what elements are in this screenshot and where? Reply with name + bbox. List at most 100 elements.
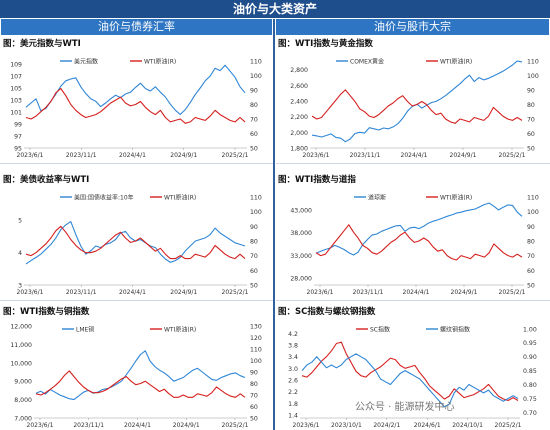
series-line bbox=[315, 224, 523, 261]
x-tick-label: 2023/6/1 bbox=[27, 422, 54, 429]
left-tick-label: 99 bbox=[14, 122, 22, 129]
x-tick-label: 2024/6/1 bbox=[414, 422, 441, 429]
x-tick-label: 2025/2/1 bbox=[499, 289, 526, 296]
left-tick-label: 2.6 bbox=[288, 378, 298, 385]
legend-label: SC指数 bbox=[370, 326, 390, 334]
x-tick-label: 2023/11/1 bbox=[73, 422, 104, 429]
right-tick-label: 80 bbox=[250, 238, 258, 245]
x-tick-label: 2024/4/1 bbox=[401, 152, 428, 159]
legend-label: 螺纹钢指数 bbox=[440, 326, 470, 334]
right-tick-label: 70 bbox=[250, 253, 258, 260]
chart-title-bond: 图：美债收益率与WTI bbox=[3, 175, 90, 185]
right-tick-label: 50 bbox=[250, 283, 258, 290]
right-tick-label: 1.00 bbox=[523, 326, 537, 333]
right-tick-label: 130 bbox=[250, 324, 262, 331]
x-tick-label: 2024/4/1 bbox=[403, 289, 430, 296]
left-tick-label: 38,000 bbox=[290, 230, 312, 237]
panel-divider bbox=[0, 300, 273, 301]
legend-label: WTI原油(R) bbox=[164, 194, 196, 202]
series-line bbox=[301, 341, 519, 402]
panel-divider bbox=[276, 300, 550, 301]
left-tick-label: 9,000 bbox=[14, 379, 32, 386]
x-tick-label: 2023/6/1 bbox=[303, 152, 330, 159]
series-line bbox=[311, 89, 523, 124]
right-tick-label: 100 bbox=[250, 358, 262, 365]
chart-title-usd: 图：美元指数与WTI bbox=[3, 39, 81, 49]
left-tick-label: 2,800 bbox=[290, 67, 308, 74]
left-tick-label: 97 bbox=[14, 134, 22, 141]
chart-title-dow: 图：WTI指数与道指 bbox=[278, 175, 356, 185]
right-tick-label: 90 bbox=[250, 87, 258, 94]
left-tick-label: 7,000 bbox=[14, 416, 32, 423]
right-tick-label: 120 bbox=[250, 335, 262, 342]
page-title: 油价与大类资产 bbox=[0, 0, 550, 18]
x-tick-label: 2023/6/1 bbox=[17, 152, 44, 159]
left-tick-label: 101 bbox=[10, 110, 22, 117]
left-tick-label: 1,800 bbox=[290, 146, 308, 153]
x-tick-label: 2023/6/1 bbox=[17, 289, 44, 296]
right-tick-label: 70 bbox=[250, 393, 258, 400]
left-tick-label: 5 bbox=[18, 218, 22, 225]
left-tick-label: 105 bbox=[10, 86, 22, 93]
left-tick-label: 107 bbox=[10, 74, 22, 81]
right-tick-label: 0.75 bbox=[523, 396, 537, 403]
chart-wti-gold: 2,800 2,600 2,400 2,200 2,000 1,800 110 100 90 80… bbox=[290, 58, 539, 160]
left-tick-label: 43,000 bbox=[290, 207, 312, 214]
right-tick-label: 50 bbox=[250, 146, 258, 153]
x-tick-label: 2023/11/1 bbox=[353, 289, 384, 296]
series-line bbox=[35, 350, 246, 401]
x-tick-label: 2024/9/1 bbox=[170, 289, 197, 296]
chart-wti-copper: 12,000 11,000 10,000 9,000 8,000 7,000 130 120 1… bbox=[10, 324, 262, 430]
right-tick-label: 110 bbox=[250, 347, 262, 354]
chart-usd-wti: 1091071051031019997951101009080706050202… bbox=[10, 58, 262, 160]
right-tick-label: 0.70 bbox=[523, 410, 537, 417]
x-tick-label: 2025/2/1 bbox=[495, 422, 522, 429]
legend-label: COMEX黄金 bbox=[350, 58, 384, 66]
x-tick-label: 2023/11/1 bbox=[66, 289, 97, 296]
left-tick-label: 2.2 bbox=[288, 389, 298, 396]
x-tick-label: 2023/6/1 bbox=[307, 289, 334, 296]
right-tick-label: 110 bbox=[527, 194, 539, 201]
left-tick-label: 4.2 bbox=[288, 331, 298, 338]
right-tick-label: 60 bbox=[250, 268, 258, 275]
right-tick-label: 100 bbox=[527, 73, 539, 80]
x-tick-label: 2024/9/1 bbox=[170, 152, 197, 159]
right-tick-label: 80 bbox=[250, 381, 258, 388]
right-tick-label: 100 bbox=[250, 73, 262, 80]
panel-divider bbox=[276, 163, 550, 164]
right-tick-label: 70 bbox=[250, 116, 258, 123]
right-tick-label: 90 bbox=[250, 370, 258, 377]
series-line bbox=[25, 64, 246, 115]
left-tick-label: 2,200 bbox=[290, 114, 308, 121]
right-tick-label: 110 bbox=[250, 58, 262, 65]
left-tick-label: 2,600 bbox=[290, 83, 308, 90]
series-line bbox=[25, 225, 246, 260]
x-tick-label: 2024/2/1 bbox=[373, 422, 400, 429]
series-line bbox=[315, 202, 523, 256]
legend-label: 美国:国债收益率:10年 bbox=[74, 194, 134, 202]
x-tick-label: 2025/2/1 bbox=[222, 422, 249, 429]
x-tick-label: 2024/4/1 bbox=[119, 152, 146, 159]
series-line bbox=[35, 370, 246, 398]
left-tick-label: 103 bbox=[10, 98, 22, 105]
watermark-text: 公众号 · 能源研发中心 bbox=[355, 402, 455, 413]
left-tick-label: 3.4 bbox=[288, 354, 298, 361]
chart-sc-rebar: 4.2 3.8 3.4 3.0 2.6 2.2 1.8 1.4 1.00 0.95 0.90 0.85… bbox=[288, 326, 537, 430]
legend-label: WTI原油(R) bbox=[440, 194, 472, 202]
right-tick-label: 0.85 bbox=[523, 368, 537, 375]
right-tick-label: 110 bbox=[527, 58, 539, 65]
right-tick-label: 80 bbox=[527, 238, 535, 245]
left-tick-label: 10,000 bbox=[10, 360, 32, 367]
series-line bbox=[301, 353, 519, 408]
x-tick-label: 2023/11/1 bbox=[350, 152, 381, 159]
left-tick-label: 3 bbox=[18, 283, 22, 290]
right-tick-label: 50 bbox=[527, 283, 535, 290]
series-line bbox=[311, 60, 523, 143]
left-tick-label: 33,000 bbox=[290, 253, 312, 260]
right-tick-label: 70 bbox=[527, 253, 535, 260]
right-tick-label: 50 bbox=[527, 146, 535, 153]
left-tick-label: 28,000 bbox=[290, 276, 312, 283]
x-tick-label: 2023/10/1 bbox=[331, 422, 362, 429]
right-tick-label: 60 bbox=[527, 131, 535, 138]
x-tick-label: 2024/9/1 bbox=[450, 152, 477, 159]
